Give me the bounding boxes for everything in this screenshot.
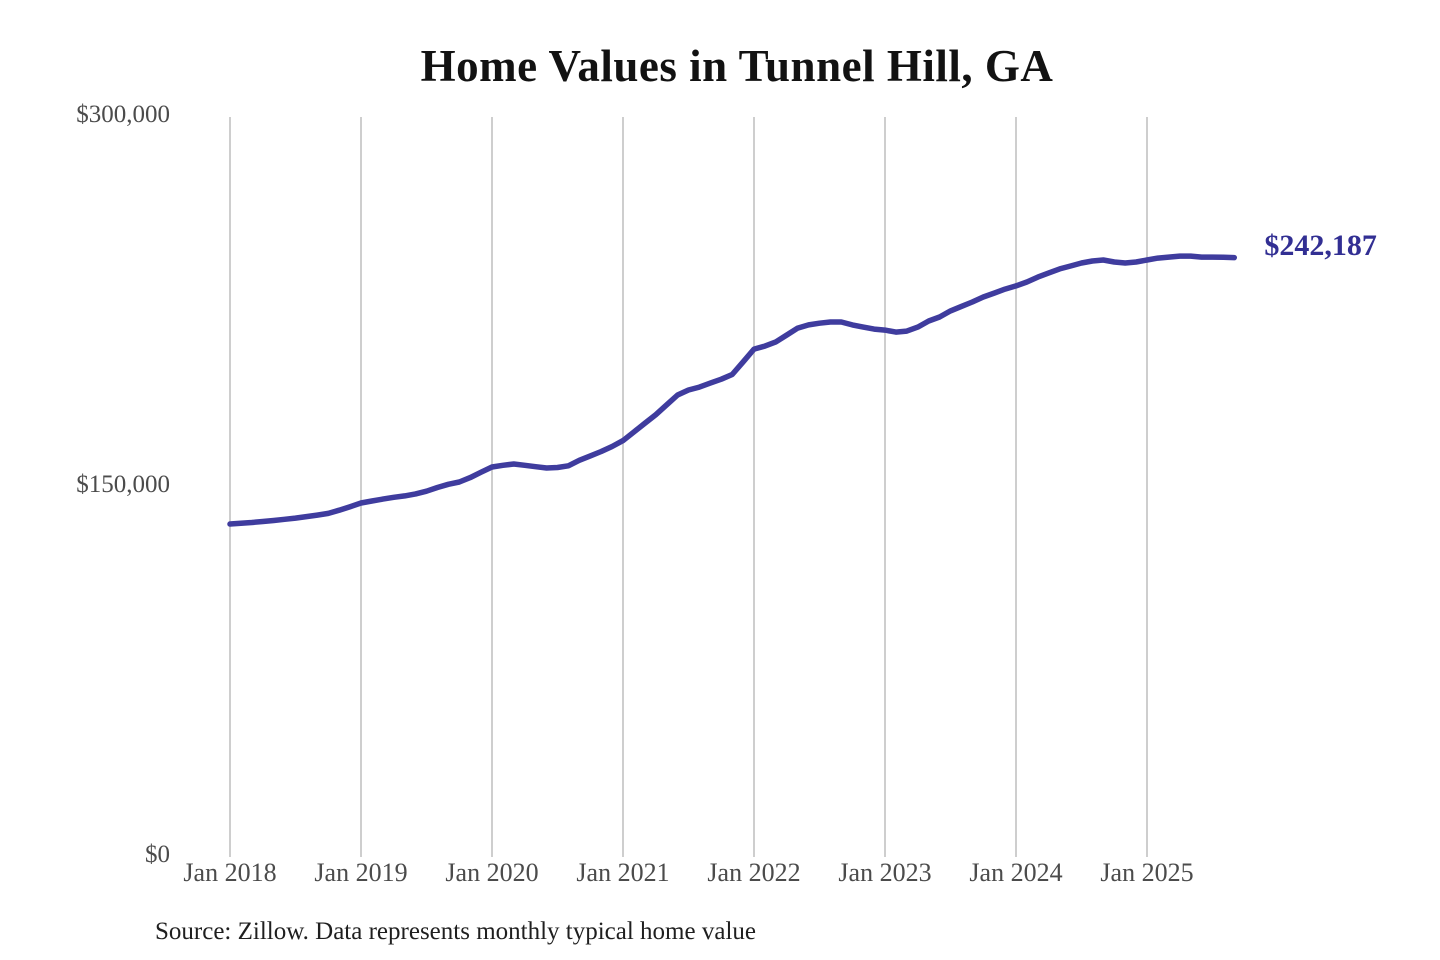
y-tick-label: $150,000 [76, 471, 170, 498]
chart-title: Home Values in Tunnel Hill, GA [420, 41, 1054, 91]
source-note: Source: Zillow. Data represents monthly … [155, 918, 756, 945]
x-tick-label: Jan 2023 [838, 858, 932, 887]
x-tick-label: Jan 2020 [445, 858, 539, 887]
x-tick-label: Jan 2024 [969, 858, 1063, 887]
home-value-line [227, 253, 1238, 527]
x-tick-label: Jan 2018 [183, 858, 277, 887]
y-tick-label: $300,000 [76, 101, 170, 128]
x-tick-label: Jan 2021 [576, 858, 670, 887]
x-tick-label: Jan 2025 [1100, 858, 1194, 887]
x-tick-label: Jan 2022 [707, 858, 801, 887]
current-value-label: $242,187 [1264, 228, 1377, 262]
x-tick-label: Jan 2019 [314, 858, 408, 887]
y-tick-label: $0 [145, 841, 170, 868]
